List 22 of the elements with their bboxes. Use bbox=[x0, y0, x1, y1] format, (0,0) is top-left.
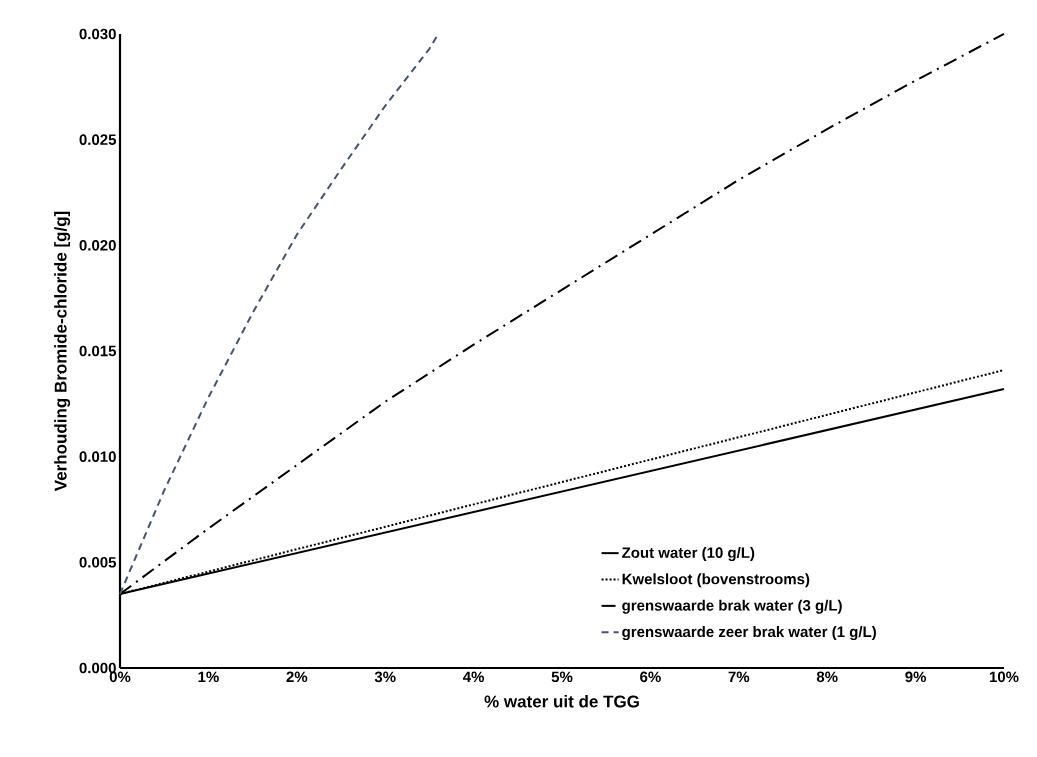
y-tick-label: 0.005 bbox=[79, 557, 117, 568]
legend-label: Zout water (10 g/L) bbox=[622, 546, 755, 562]
x-tick-label: 3% bbox=[374, 671, 396, 683]
legend-label: Kwelsloot (bovenstrooms) bbox=[622, 573, 810, 588]
x-tick-label: 9% bbox=[905, 671, 927, 683]
x-tick-label: 2% bbox=[286, 671, 308, 683]
x-tick-label: 10% bbox=[989, 671, 1019, 683]
x-tick-label: 5% bbox=[551, 671, 573, 683]
y-tick-label: 0.015 bbox=[79, 345, 117, 357]
x-tick-label: 7% bbox=[728, 671, 750, 683]
y-tick-label: 0.025 bbox=[79, 134, 117, 145]
y-axis-title: Verhouding Bromide-chloride [g/g] bbox=[54, 211, 71, 492]
x-axis-title: % water uit de TGG bbox=[484, 695, 639, 708]
x-tick-label: 6% bbox=[640, 671, 661, 683]
legend-label: grenswaarde brak water (3 g/L) bbox=[622, 599, 842, 614]
legend-label: grenswaarde zeer brak water (1 g/L) bbox=[622, 626, 876, 641]
y-tick-label: 0.010 bbox=[79, 451, 116, 462]
y-tick-label: 0.020 bbox=[79, 240, 116, 251]
x-tick-label: 8% bbox=[816, 671, 838, 683]
x-tick-label: 4% bbox=[462, 671, 485, 683]
y-tick-label: 0.030 bbox=[79, 28, 116, 40]
x-tick-label: 1% bbox=[198, 671, 219, 683]
